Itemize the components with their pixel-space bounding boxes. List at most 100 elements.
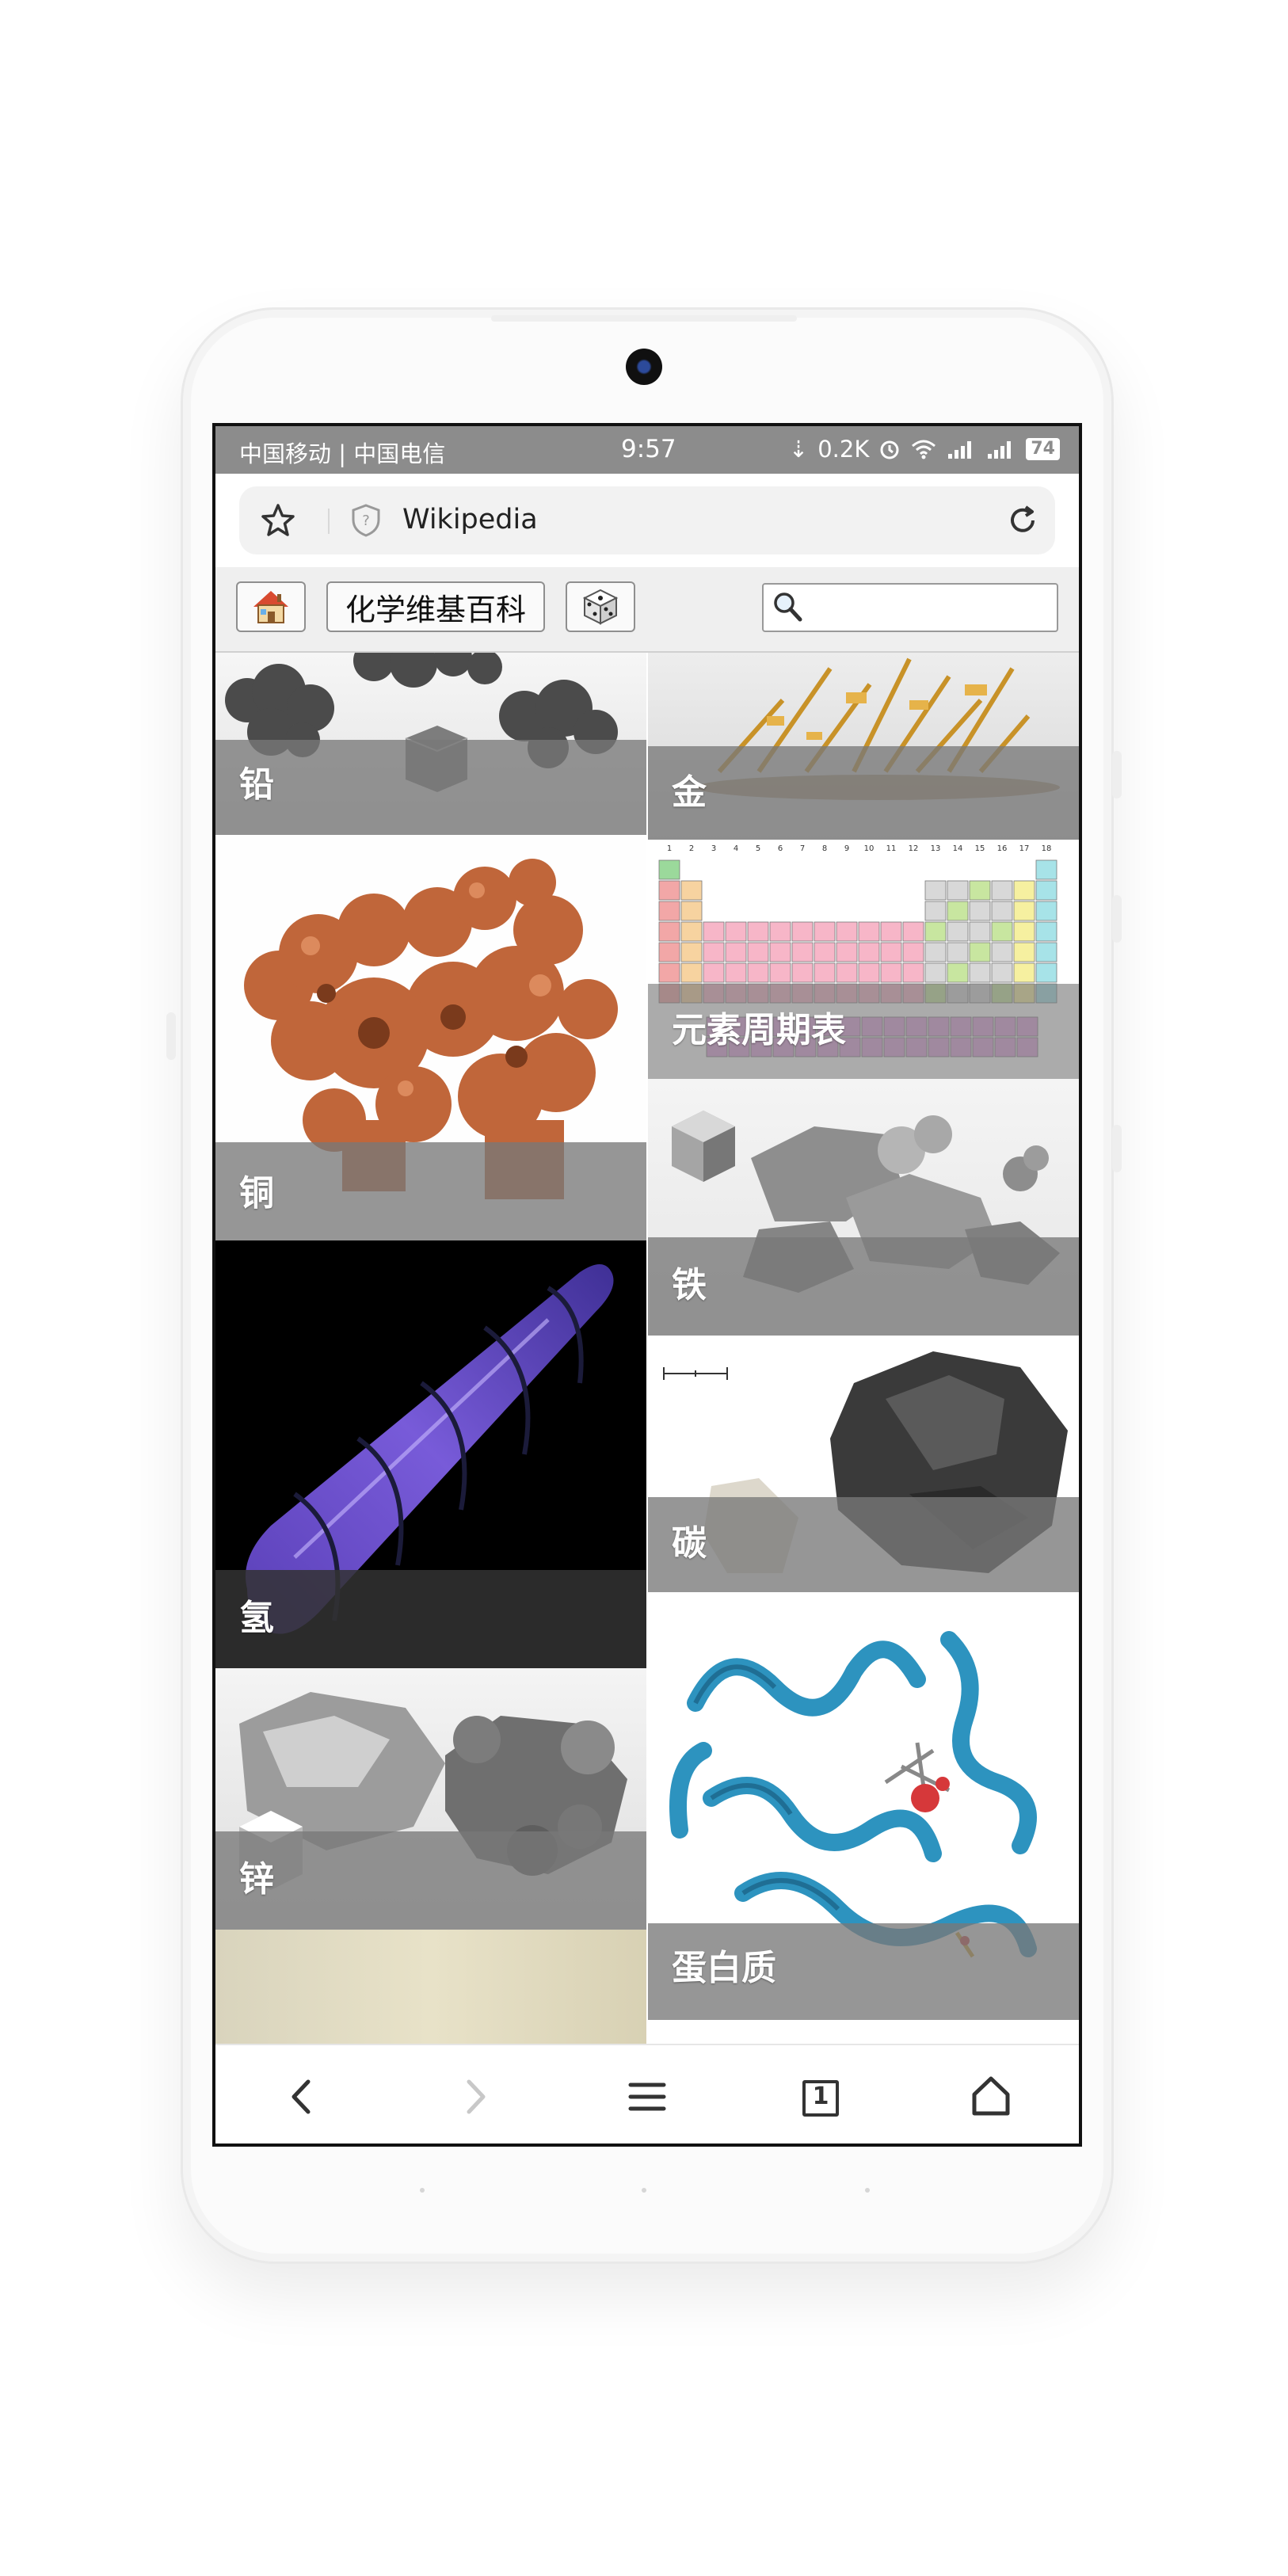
group-number: 1 <box>667 844 672 853</box>
status-bar: 中国移动 | 中国电信 9:57 ⇣ 0.2K 74 <box>215 426 1079 474</box>
group-number: 7 <box>800 844 805 853</box>
element-cell <box>969 880 991 901</box>
tabs-button[interactable]: 1 <box>791 2069 847 2124</box>
element-cell <box>969 962 991 983</box>
tile-label: 碳 <box>672 1523 707 1564</box>
element-cell <box>924 962 947 983</box>
tile-protein[interactable]: 蛋白质 <box>648 1592 1079 2020</box>
tile-copper[interactable]: 铜 <box>215 835 646 1240</box>
element-cell <box>658 962 680 983</box>
battery-level: 74 <box>1026 438 1060 460</box>
menu-icon[interactable] <box>619 2069 675 2124</box>
element-cell <box>747 921 769 942</box>
tile-label-band <box>648 1237 1079 1336</box>
element-cell <box>880 942 902 962</box>
element-cell <box>858 921 880 942</box>
carrier-names: 中国移动 | 中国电信 <box>239 440 446 467</box>
bookmark-star-icon[interactable] <box>260 502 296 539</box>
group-number: 16 <box>997 844 1008 853</box>
side-button <box>1112 1125 1122 1172</box>
phone-screen: 中国移动 | 中国电信 9:57 ⇣ 0.2K 74 <box>212 423 1082 2147</box>
group-number: 15 <box>975 844 985 853</box>
group-number: 13 <box>931 844 941 853</box>
element-cell <box>680 901 703 921</box>
home-icon[interactable] <box>963 2069 1019 2124</box>
tile-gold[interactable]: 金 <box>648 653 1079 840</box>
shield-icon[interactable]: ? <box>349 502 383 539</box>
signal-icon <box>988 441 1012 459</box>
article-grid: 铅 金 <box>215 653 1079 2044</box>
tile-label-band <box>215 740 646 835</box>
tile-label-band <box>648 1923 1079 2020</box>
group-number: 14 <box>953 844 963 853</box>
element-cell <box>658 880 680 901</box>
group-number: 5 <box>756 844 760 853</box>
element-cell <box>902 921 924 942</box>
tile-next[interactable] <box>215 1930 646 2044</box>
element-cell <box>791 921 814 942</box>
element-cell <box>725 962 747 983</box>
wifi-icon <box>912 440 936 459</box>
element-cell <box>769 942 791 962</box>
element-cell <box>991 901 1013 921</box>
element-cell <box>1013 942 1035 962</box>
tile-zinc[interactable]: 锌 <box>215 1668 646 1930</box>
element-cell <box>1035 859 1057 880</box>
element-cell <box>991 942 1013 962</box>
side-button <box>1112 751 1122 798</box>
group-number: 4 <box>734 844 738 853</box>
tile-label-band <box>215 1142 646 1240</box>
side-button <box>1112 895 1122 943</box>
back-icon[interactable] <box>275 2069 330 2124</box>
tile-label: 铁 <box>672 1265 707 1305</box>
bottom-dot <box>420 2188 425 2193</box>
bottom-dot <box>865 2188 870 2193</box>
tile-label: 金 <box>672 772 707 813</box>
tile-hydrogen[interactable]: 氢 <box>215 1240 646 1668</box>
element-cell <box>969 942 991 962</box>
element-cell <box>680 880 703 901</box>
tile-iron[interactable]: 铁 <box>648 1079 1079 1336</box>
element-cell <box>947 962 969 983</box>
element-cell <box>1013 880 1035 901</box>
element-cell <box>1013 962 1035 983</box>
tile-label: 铜 <box>239 1173 274 1214</box>
element-cell <box>703 962 725 983</box>
element-cell <box>902 942 924 962</box>
search-input[interactable] <box>762 583 1058 632</box>
search-icon <box>774 593 802 622</box>
tile-label-band <box>215 1831 646 1930</box>
element-cell <box>947 942 969 962</box>
tile-lead[interactable]: 铅 <box>215 653 646 835</box>
download-speed-icon: ⇣ <box>788 436 809 463</box>
element-cell <box>658 921 680 942</box>
browser-address-area: ? Wikipedia <box>215 474 1079 567</box>
group-number: 10 <box>864 844 875 853</box>
address-bar[interactable]: ? Wikipedia <box>239 486 1055 554</box>
forward-icon[interactable] <box>447 2069 502 2124</box>
tile-label: 铅 <box>239 764 274 805</box>
tile-label-band <box>215 1570 646 1668</box>
element-cell <box>924 901 947 921</box>
svg-text:?: ? <box>362 513 370 529</box>
element-cell <box>658 859 680 880</box>
element-cell <box>769 962 791 983</box>
tile-label: 锌 <box>239 1859 274 1900</box>
bottom-dot <box>642 2188 646 2193</box>
tile-periodic-table[interactable]: 1 2 3 4 5 6 7 8 9 10 11 12 13 14 15 16 17 18 元素周期表 <box>648 840 1079 1079</box>
group-number: 17 <box>1019 844 1030 853</box>
element-cell <box>680 962 703 983</box>
divider <box>328 509 330 534</box>
reload-icon[interactable] <box>1004 502 1041 539</box>
group-number: 6 <box>778 844 783 853</box>
tile-carbon[interactable]: 碳 <box>648 1336 1079 1592</box>
element-cell <box>814 962 836 983</box>
url-text[interactable]: Wikipedia <box>402 504 538 535</box>
element-cell <box>769 921 791 942</box>
element-cell <box>880 962 902 983</box>
element-cell <box>924 921 947 942</box>
element-cell <box>814 942 836 962</box>
site-title-button[interactable]: 化学维基百科 <box>326 581 545 632</box>
random-article-button[interactable] <box>566 581 635 632</box>
home-button[interactable] <box>236 581 306 632</box>
